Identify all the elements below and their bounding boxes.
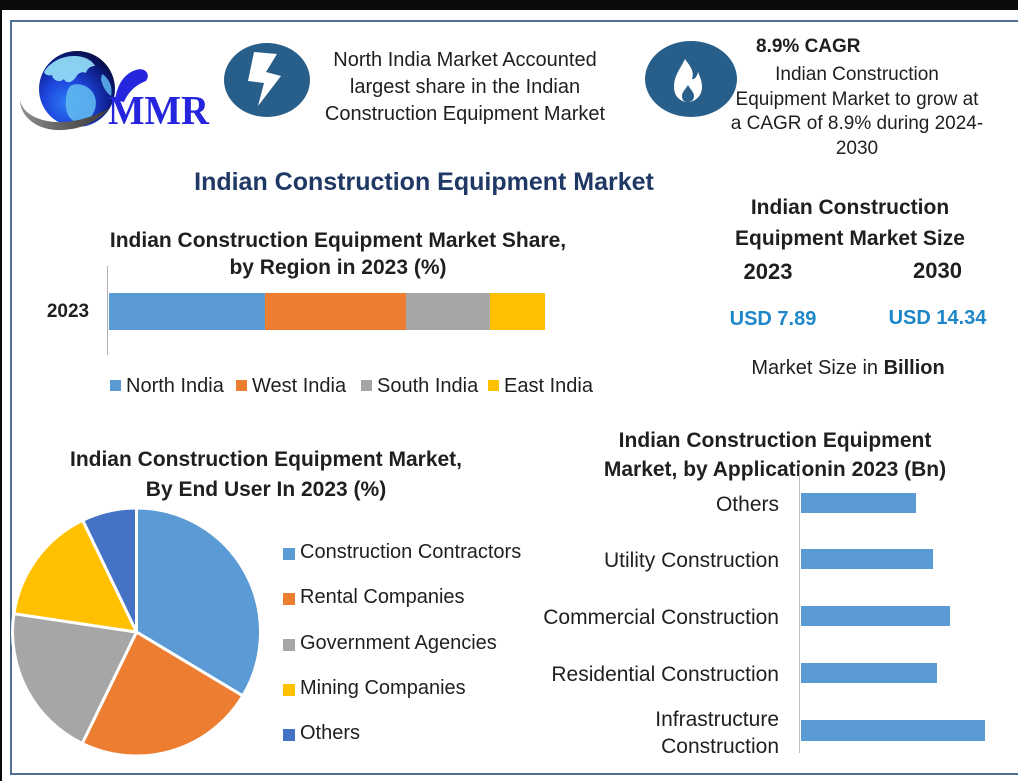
svg-text:MMR: MMR <box>108 87 209 133</box>
